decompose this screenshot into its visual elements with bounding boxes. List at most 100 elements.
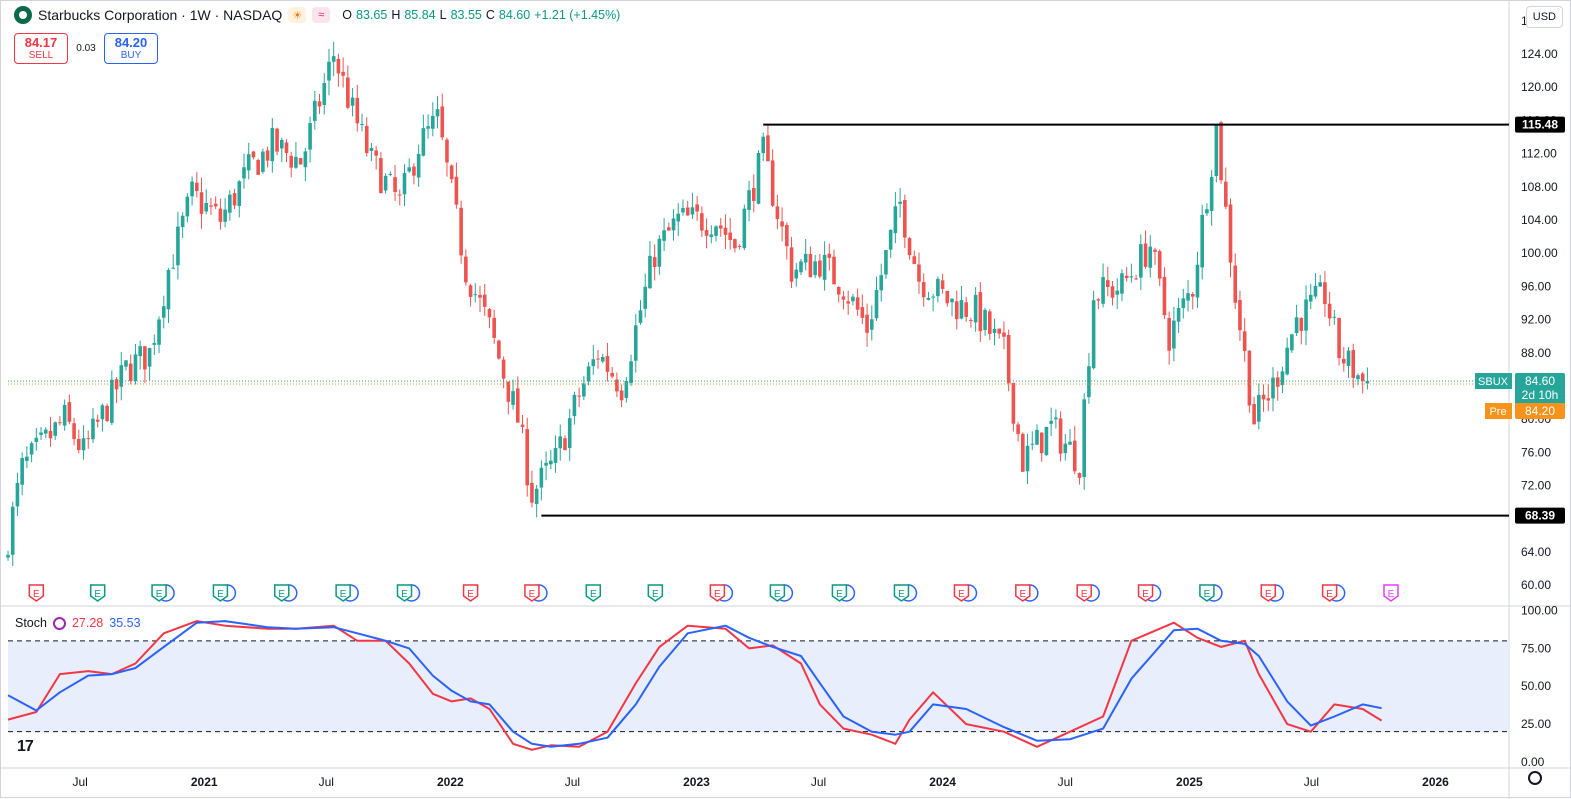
time-tick-label: Jul	[319, 775, 334, 789]
price-tick-label: 112.00	[1521, 147, 1557, 161]
candle-body	[676, 213, 681, 222]
candle-body	[497, 340, 501, 359]
time-tick-label: 2025	[1176, 775, 1203, 789]
candle-body	[1205, 209, 1209, 214]
candle-body	[1257, 394, 1261, 422]
candle-body	[1101, 277, 1105, 304]
candle-body	[1365, 381, 1370, 384]
candle-body	[520, 424, 525, 427]
stoch-legend: Stoch 27.28 35.53	[15, 616, 141, 630]
symbol-title[interactable]: Starbucks Corporation · 1W · NASDAQ	[38, 7, 283, 23]
candle-body	[383, 175, 388, 191]
last-price-label: 84.60	[1525, 374, 1555, 388]
low-label: L	[439, 8, 447, 22]
candle-body	[1195, 264, 1200, 298]
earnings-icon	[335, 584, 351, 602]
sell-button[interactable]: 84.17 SELL	[14, 33, 68, 64]
symbol-tag-label: SBUX	[1478, 376, 1509, 388]
candle-body	[700, 213, 704, 231]
earnings-icon-label: E	[958, 589, 965, 600]
candle-body	[298, 158, 303, 165]
candle-body	[954, 301, 959, 320]
candle-body	[86, 438, 91, 440]
earnings-icon	[462, 584, 479, 602]
candle-body	[355, 97, 360, 124]
candle-body	[1242, 331, 1247, 351]
candle-body	[1091, 300, 1096, 369]
candle-body	[903, 200, 907, 238]
candle-body	[232, 193, 237, 206]
candle-body	[20, 457, 24, 485]
candle-body	[454, 176, 459, 205]
candle-body	[29, 443, 34, 455]
earnings-icon	[1015, 584, 1031, 602]
candle-body	[869, 319, 874, 330]
countdown-label: 2d 10h	[1522, 388, 1559, 402]
pre-price-label: 84.20	[1525, 404, 1555, 418]
candle-body	[265, 150, 270, 161]
candle-body	[284, 142, 289, 154]
candle-body	[714, 226, 718, 236]
candle-body	[1129, 276, 1134, 278]
candle-body	[865, 314, 869, 333]
candle-body	[770, 160, 775, 206]
candle-body	[1087, 366, 1091, 398]
candle-body	[1186, 293, 1190, 301]
time-tick-label: 2023	[683, 775, 710, 789]
candle-body	[733, 239, 737, 249]
candle-body	[445, 139, 449, 163]
candle-body	[1068, 441, 1072, 445]
candle-body	[199, 192, 204, 214]
candle-body	[228, 194, 232, 213]
candle-body	[171, 267, 176, 269]
candle-body	[888, 229, 893, 250]
candle-body	[322, 83, 327, 105]
earnings-icon	[1076, 584, 1092, 602]
candle-body	[1139, 244, 1143, 278]
candle-body	[926, 297, 931, 300]
earnings-icon-label: E	[340, 589, 347, 600]
candle-body	[836, 287, 841, 295]
earnings-icon	[28, 584, 45, 602]
earnings-icon-label: E	[1204, 589, 1211, 600]
stoch-series-d	[7, 620, 1382, 748]
spread-value: 0.03	[76, 43, 96, 54]
candle-body	[1072, 440, 1077, 472]
stoch-title[interactable]: Stoch	[15, 616, 47, 630]
candle-body	[1318, 282, 1322, 287]
candle-body	[246, 154, 251, 171]
candle-body	[482, 294, 487, 307]
candle-body	[841, 296, 846, 300]
candle-body	[638, 310, 643, 323]
candle-body	[572, 394, 577, 417]
price-tick-label: 108.00	[1521, 180, 1558, 194]
level-price-label: 115.48	[1522, 118, 1558, 132]
candle-body	[379, 158, 383, 194]
tradingview-logo-icon[interactable]: 17	[17, 738, 34, 755]
earnings-icon	[953, 584, 970, 602]
candle-body	[1025, 445, 1030, 472]
pre-price-tag	[1515, 403, 1565, 420]
candle-body	[152, 342, 157, 345]
buy-button[interactable]: 84.20 BUY	[104, 33, 158, 64]
earnings-icon-label: E	[590, 589, 597, 600]
currency-selector[interactable]: USD	[1525, 6, 1563, 28]
candle-body	[969, 320, 973, 322]
candle-body	[1280, 371, 1285, 386]
candle-body	[605, 356, 610, 372]
candle-body	[147, 348, 152, 367]
delay-wave-icon[interactable]: ≈	[312, 7, 331, 23]
candle-body	[105, 405, 109, 422]
stoch-settings-icon[interactable]	[52, 616, 66, 630]
price-tick-label: 72.00	[1521, 479, 1551, 493]
candle-body	[360, 123, 364, 125]
candle-body	[690, 207, 695, 215]
candle-body	[813, 261, 817, 276]
market-sun-icon[interactable]: ☀	[288, 7, 307, 23]
gear-icon[interactable]	[1528, 771, 1542, 785]
candle-body	[818, 260, 822, 277]
candle-body	[558, 436, 563, 449]
candle-body	[1153, 249, 1157, 252]
candle-body	[515, 388, 520, 423]
